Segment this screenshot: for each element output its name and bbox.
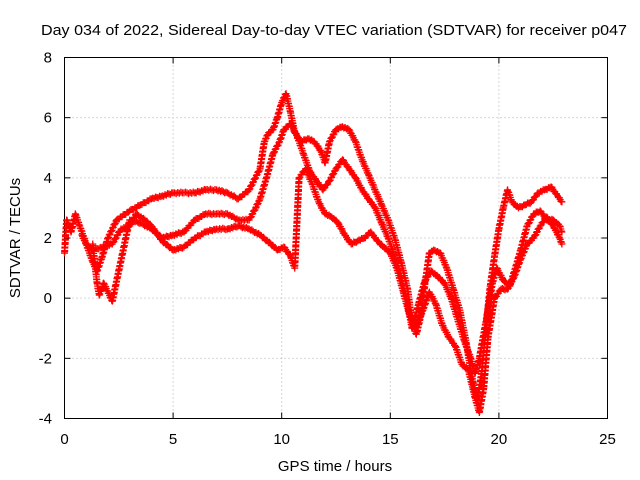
data-point bbox=[345, 126, 353, 134]
x-axis-label: GPS time / hours bbox=[278, 458, 392, 475]
x-tick-label: 10 bbox=[273, 431, 290, 448]
data-point bbox=[90, 246, 98, 254]
data-point bbox=[251, 175, 259, 183]
y-tick-label: 6 bbox=[44, 110, 52, 127]
data-point bbox=[252, 171, 260, 179]
y-tick-label: 8 bbox=[44, 50, 52, 67]
data-point bbox=[111, 235, 119, 243]
series-1 bbox=[61, 90, 566, 404]
data-point bbox=[325, 138, 333, 146]
y-tick-label: 2 bbox=[44, 230, 52, 247]
x-tick-label: 0 bbox=[60, 431, 68, 448]
chart-title: Day 034 of 2022, Sidereal Day-to-day VTE… bbox=[41, 22, 627, 39]
data-point bbox=[111, 220, 119, 228]
x-tick-label: 25 bbox=[599, 431, 616, 448]
data-point bbox=[113, 231, 121, 239]
data-point bbox=[275, 139, 283, 147]
data-point bbox=[95, 245, 103, 253]
data-point bbox=[245, 186, 253, 194]
y-tick-label: 0 bbox=[44, 290, 52, 307]
x-tick-label: 20 bbox=[491, 431, 508, 448]
data-point bbox=[558, 228, 566, 236]
y-tick-label: -2 bbox=[39, 350, 52, 367]
x-tick-label: 15 bbox=[382, 431, 399, 448]
data-point bbox=[509, 274, 517, 282]
data-point bbox=[104, 234, 112, 242]
data-point bbox=[102, 243, 110, 251]
tick-labels: 0 5 10 15 20 25 -4 -2 0 2 4 6 8 bbox=[39, 50, 616, 449]
data-point bbox=[107, 228, 115, 236]
data-point bbox=[98, 244, 106, 252]
data-point bbox=[110, 221, 118, 229]
y-tick-label: 4 bbox=[44, 170, 52, 187]
data-point bbox=[219, 224, 227, 232]
data-point bbox=[558, 198, 566, 206]
series-3 bbox=[78, 165, 566, 416]
data-marks bbox=[61, 90, 566, 416]
data-point bbox=[105, 231, 113, 239]
data-point bbox=[325, 178, 333, 186]
data-point bbox=[109, 224, 117, 232]
data-point bbox=[111, 235, 119, 243]
data-point bbox=[250, 175, 258, 183]
axis-ticks bbox=[64, 57, 608, 419]
data-point bbox=[548, 220, 556, 228]
data-point bbox=[242, 215, 250, 223]
data-point bbox=[109, 238, 117, 246]
y-tick-label: -4 bbox=[39, 411, 52, 428]
data-point bbox=[249, 178, 257, 186]
data-point bbox=[247, 182, 255, 190]
data-point bbox=[247, 182, 255, 190]
y-axis-label: SDTVAR / TECUs bbox=[7, 178, 24, 298]
x-tick-label: 5 bbox=[169, 431, 177, 448]
data-point bbox=[105, 241, 113, 249]
data-point bbox=[504, 285, 512, 293]
data-point bbox=[107, 227, 115, 235]
data-point bbox=[334, 219, 342, 227]
data-point bbox=[254, 168, 262, 176]
data-point bbox=[558, 240, 566, 248]
